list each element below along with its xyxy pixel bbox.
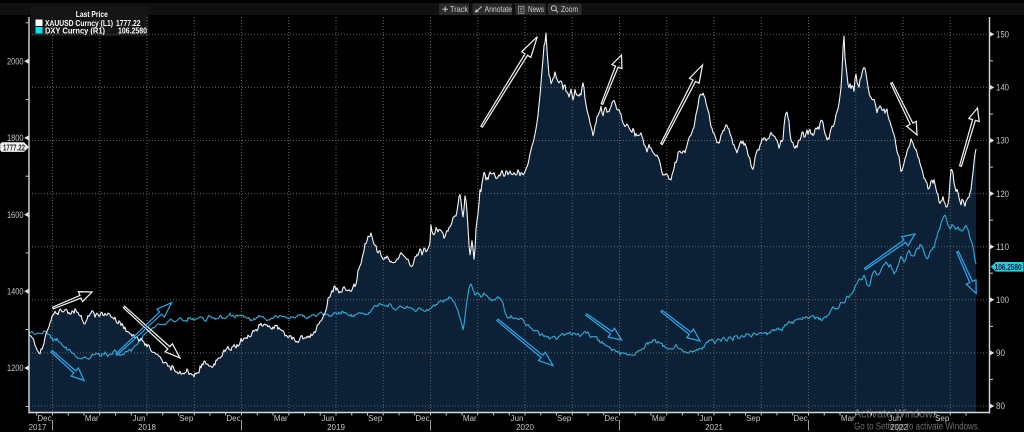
svg-text:1800: 1800	[7, 133, 24, 144]
svg-text:106.2580: 106.2580	[118, 26, 147, 36]
svg-text:Go to Settings to activate Win: Go to Settings to activate Windows.	[854, 422, 980, 432]
svg-text:News: News	[528, 4, 544, 14]
svg-text:2021: 2021	[705, 423, 723, 432]
svg-text:Track: Track	[450, 4, 469, 14]
svg-text:90: 90	[996, 348, 1005, 359]
svg-text:140: 140	[996, 83, 1009, 94]
svg-text:Sep: Sep	[935, 414, 950, 423]
svg-text:Mar: Mar	[274, 414, 288, 423]
svg-text:1200: 1200	[7, 363, 24, 374]
svg-text:Dec: Dec	[415, 414, 429, 423]
svg-text:Last Price: Last Price	[76, 9, 108, 19]
svg-text:Dec: Dec	[604, 414, 618, 423]
svg-text:Zoom: Zoom	[561, 4, 578, 14]
svg-text:Mar: Mar	[463, 414, 477, 423]
svg-text:2022: 2022	[890, 423, 908, 432]
svg-text:Sep: Sep	[557, 414, 572, 423]
svg-text:2020: 2020	[516, 423, 534, 432]
svg-text:2000: 2000	[7, 56, 24, 67]
svg-text:Sep: Sep	[179, 414, 194, 423]
svg-text:120: 120	[996, 189, 1009, 200]
svg-text:Activate Windows: Activate Windows	[854, 407, 938, 421]
svg-text:DXY Curncy (R1): DXY Curncy (R1)	[45, 26, 105, 36]
svg-text:Dec: Dec	[226, 414, 240, 423]
svg-text:Dec: Dec	[793, 414, 807, 423]
svg-text:Annotate: Annotate	[485, 4, 513, 14]
svg-text:150: 150	[996, 30, 1009, 41]
svg-text:XAUUSD Curncy (L1): XAUUSD Curncy (L1)	[45, 18, 113, 28]
svg-text:Mar: Mar	[85, 414, 99, 423]
svg-text:1777.22: 1777.22	[3, 142, 25, 152]
svg-text:2017: 2017	[29, 423, 47, 432]
svg-text:Sep: Sep	[368, 414, 383, 423]
svg-text:80: 80	[996, 401, 1005, 412]
svg-text:Jun: Jun	[322, 414, 335, 423]
svg-text:Sep: Sep	[746, 414, 761, 423]
svg-text:106.2580: 106.2580	[995, 262, 1022, 272]
svg-text:Jun: Jun	[133, 414, 146, 423]
svg-text:Jun: Jun	[700, 414, 713, 423]
svg-text:Jun: Jun	[889, 414, 902, 423]
svg-text:2019: 2019	[327, 423, 345, 432]
svg-text:Mar: Mar	[841, 414, 855, 423]
svg-text:130: 130	[996, 136, 1009, 147]
svg-text:Dec: Dec	[37, 414, 51, 423]
svg-text:1400: 1400	[7, 287, 24, 298]
svg-text:2018: 2018	[138, 423, 156, 432]
svg-text:Mar: Mar	[652, 414, 666, 423]
svg-text:1777.22: 1777.22	[116, 18, 141, 28]
svg-text:110: 110	[996, 242, 1009, 253]
svg-text:Jun: Jun	[511, 414, 524, 423]
svg-text:1600: 1600	[7, 210, 24, 221]
svg-text:100: 100	[996, 295, 1009, 306]
